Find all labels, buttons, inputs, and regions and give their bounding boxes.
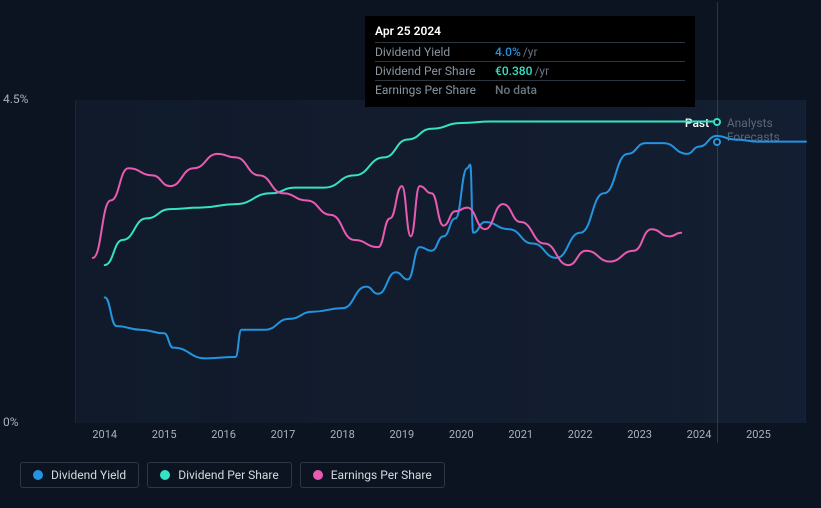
legend-item[interactable]: Dividend Yield <box>20 462 139 488</box>
y-axis-max-label: 4.5% <box>3 92 28 106</box>
chart-legend: Dividend Yield Dividend Per Share Earnings… <box>20 462 445 488</box>
tooltip-row: Dividend Yield4.0% /yr <box>375 42 685 61</box>
tooltip-value: No data <box>495 83 537 97</box>
tooltip-row: Dividend Per Share€0.380 /yr <box>375 61 685 80</box>
tooltip-value: 4.0% <box>495 45 521 59</box>
x-axis-tick: 2015 <box>152 428 177 441</box>
tooltip-title: Apr 25 2024 <box>375 24 685 42</box>
x-axis-tick: 2018 <box>330 428 355 441</box>
legend-dot-icon <box>313 470 323 480</box>
tooltip-key: Earnings Per Share <box>375 83 495 97</box>
legend-label: Dividend Per Share <box>178 468 279 482</box>
x-axis: 2014 2015 2016 2017 2018 2019 2020 2021 2022 2023… <box>20 428 806 448</box>
legend-label: Earnings Per Share <box>331 468 432 482</box>
legend-label: Dividend Yield <box>51 468 126 482</box>
legend-item[interactable]: Earnings Per Share <box>300 462 445 488</box>
legend-dot-icon <box>33 470 43 480</box>
x-axis-tick: 2016 <box>211 428 236 441</box>
tooltip-unit: /yr <box>534 64 549 78</box>
tooltip-unit: /yr <box>523 45 538 59</box>
plot-area[interactable]: Past Analysts Forecasts <box>20 100 806 423</box>
x-axis-tick: 2017 <box>271 428 296 441</box>
x-axis-tick: 2019 <box>389 428 414 441</box>
legend-item[interactable]: Dividend Per Share <box>147 462 292 488</box>
tooltip-key: Dividend Yield <box>375 45 495 59</box>
series-marker <box>713 138 721 146</box>
series-dividend_per_share <box>105 122 717 266</box>
x-axis-tick: 2014 <box>92 428 117 441</box>
chart-tooltip: Apr 25 2024 Dividend Yield4.0% /yrDivide… <box>365 16 695 107</box>
series-marker <box>713 118 721 126</box>
x-axis-tick: 2023 <box>627 428 652 441</box>
tooltip-value: €0.380 <box>495 64 532 78</box>
x-axis-tick: 2022 <box>568 428 593 441</box>
x-axis-tick: 2021 <box>508 428 533 441</box>
x-axis-tick: 2025 <box>746 428 771 441</box>
x-axis-tick: 2024 <box>687 428 712 441</box>
x-axis-tick: 2020 <box>449 428 474 441</box>
dividend-chart: Past Analysts Forecasts 4.5% 0% 2014 2015… <box>0 0 821 508</box>
chart-lines <box>20 100 806 423</box>
series-dividend_yield <box>105 136 806 359</box>
y-axis-min-label: 0% <box>3 415 19 429</box>
tooltip-row: Earnings Per ShareNo data <box>375 80 685 99</box>
legend-dot-icon <box>160 470 170 480</box>
tooltip-key: Dividend Per Share <box>375 64 495 78</box>
